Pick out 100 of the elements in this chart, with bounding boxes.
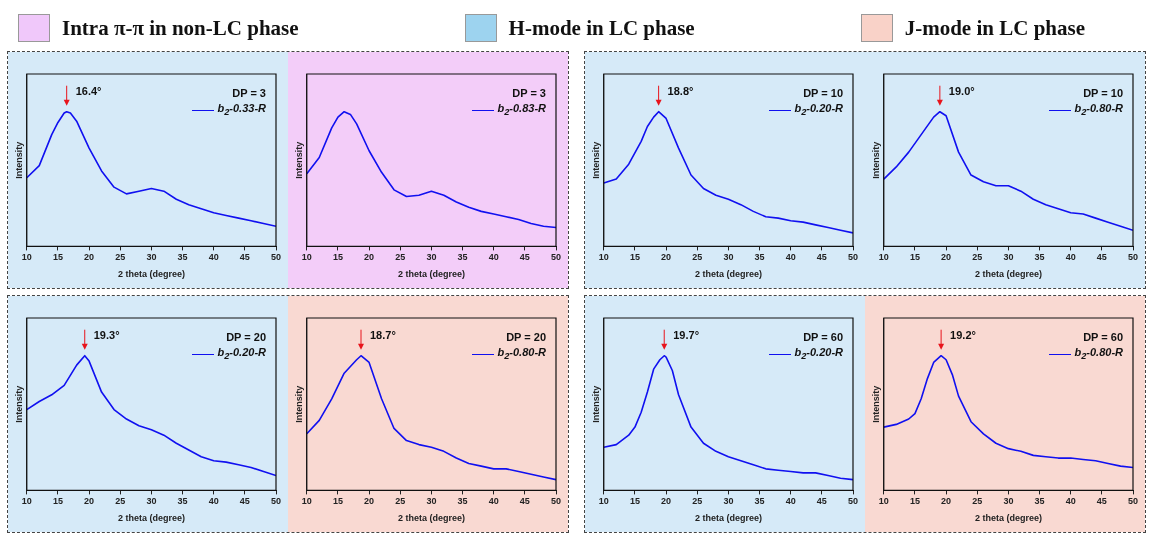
x-axis-title: 2 theta (degree) — [694, 269, 762, 280]
legend-title: DP = 3 — [231, 86, 266, 101]
y-axis-title: Intensity — [293, 385, 304, 423]
legend-title: DP = 20 — [225, 330, 266, 345]
x-tick-label: 50 — [1127, 252, 1139, 263]
x-tick-label: 20 — [661, 496, 672, 507]
x-tick-label: 15 — [332, 496, 343, 507]
y-axis-title: Intensity — [13, 385, 24, 423]
x-tick-label: 10 — [21, 252, 32, 263]
x-tick-label: 50 — [270, 252, 282, 263]
x-tick-label: 15 — [909, 496, 920, 507]
x-tick-label: 10 — [598, 496, 609, 507]
legend-title: DP = 60 — [1082, 330, 1123, 345]
x-tick-label: 25 — [395, 496, 406, 507]
x-tick-label: 35 — [754, 252, 765, 263]
y-axis-title: Intensity — [13, 141, 24, 179]
x-tick-label: 20 — [941, 252, 952, 263]
x-tick-label: 45 — [239, 252, 250, 263]
x-tick-label: 45 — [239, 496, 250, 507]
x-tick-label: 45 — [1096, 252, 1107, 263]
x-tick-label: 30 — [1003, 252, 1014, 263]
x-tick-label: 20 — [84, 252, 95, 263]
legend-title: DP = 10 — [1082, 86, 1123, 101]
annotation: 18.8° — [667, 84, 694, 97]
x-tick-label: 10 — [301, 252, 312, 263]
legend-label: b$_{2}$-0.20-R — [794, 345, 843, 364]
legend-title: DP = 20 — [505, 330, 546, 345]
legend-title: DP = 3 — [511, 86, 546, 101]
x-tick-label: 30 — [723, 496, 734, 507]
x-tick-label: 30 — [426, 496, 437, 507]
legend-label: b$_{2}$-0.33-R — [217, 101, 266, 120]
x-tick-label: 10 — [598, 252, 609, 263]
annotation: 19.3° — [93, 328, 120, 341]
x-tick-label: 40 — [208, 496, 219, 507]
y-axis-title: Intensity — [590, 141, 601, 179]
x-tick-label: 40 — [785, 496, 796, 507]
x-tick-label: 10 — [21, 496, 32, 507]
x-tick-label: 35 — [457, 496, 468, 507]
x-tick-label: 30 — [1003, 496, 1014, 507]
x-tick-label: 40 — [208, 252, 219, 263]
y-axis-title: Intensity — [590, 385, 601, 423]
x-tick-label: 25 — [115, 252, 126, 263]
legend-label: b$_{2}$-0.83-R — [497, 101, 546, 120]
x-tick-label: 50 — [1127, 496, 1139, 507]
x-tick-label: 45 — [816, 252, 827, 263]
x-tick-label: 10 — [878, 496, 889, 507]
x-tick-label: 35 — [457, 252, 468, 263]
x-tick-label: 45 — [519, 252, 530, 263]
x-axis-title: 2 theta (degree) — [694, 513, 762, 524]
x-tick-label: 15 — [52, 252, 63, 263]
y-axis-title: Intensity — [870, 141, 881, 179]
x-tick-label: 35 — [177, 252, 188, 263]
x-axis-title: 2 theta (degree) — [974, 513, 1042, 524]
x-tick-label: 35 — [1034, 252, 1045, 263]
x-axis-title: 2 theta (degree) — [974, 269, 1042, 280]
x-tick-label: 25 — [692, 252, 703, 263]
x-tick-label: 30 — [723, 252, 734, 263]
x-tick-label: 40 — [488, 496, 499, 507]
x-tick-label: 45 — [1096, 496, 1107, 507]
legend-title: DP = 60 — [802, 330, 843, 345]
x-tick-label: 30 — [426, 252, 437, 263]
x-tick-label: 45 — [519, 496, 530, 507]
x-tick-label: 35 — [754, 496, 765, 507]
x-tick-label: 35 — [1034, 496, 1045, 507]
x-tick-label: 40 — [1065, 252, 1076, 263]
legend-title: DP = 10 — [802, 86, 843, 101]
x-tick-label: 30 — [146, 496, 157, 507]
x-tick-label: 25 — [972, 496, 983, 507]
annotation: 19.2° — [950, 328, 976, 341]
category-label: J-mode in LC phase — [904, 15, 1085, 41]
x-tick-label: 25 — [692, 496, 703, 507]
x-tick-label: 20 — [84, 496, 95, 507]
x-tick-label: 40 — [1065, 496, 1076, 507]
x-tick-label: 15 — [52, 496, 63, 507]
x-tick-label: 15 — [629, 252, 640, 263]
x-tick-label: 20 — [364, 252, 375, 263]
x-tick-label: 25 — [115, 496, 126, 507]
annotation: 19.0° — [948, 84, 975, 97]
x-tick-label: 10 — [301, 496, 312, 507]
legend-label: b$_{2}$-0.20-R — [217, 345, 266, 364]
legend-label: b$_{2}$-0.80-R — [497, 345, 546, 364]
x-tick-label: 25 — [972, 252, 983, 263]
x-tick-label: 50 — [550, 252, 562, 263]
x-tick-label: 15 — [629, 496, 640, 507]
category-label: Intra π-π in non-LC phase — [62, 15, 299, 41]
x-tick-label: 10 — [878, 252, 889, 263]
annotation: 16.4° — [75, 84, 102, 97]
x-tick-label: 50 — [847, 252, 859, 263]
x-tick-label: 50 — [550, 496, 562, 507]
annotation: 19.7° — [673, 328, 700, 341]
x-tick-label: 20 — [364, 496, 375, 507]
x-tick-label: 25 — [395, 252, 406, 263]
legend-label: b$_{2}$-0.80-R — [1074, 345, 1123, 364]
x-axis-title: 2 theta (degree) — [117, 513, 185, 524]
x-axis-title: 2 theta (degree) — [117, 269, 185, 280]
x-tick-label: 40 — [785, 252, 796, 263]
x-tick-label: 20 — [661, 252, 672, 263]
x-tick-label: 15 — [909, 252, 920, 263]
x-axis-title: 2 theta (degree) — [397, 269, 465, 280]
x-tick-label: 35 — [177, 496, 188, 507]
